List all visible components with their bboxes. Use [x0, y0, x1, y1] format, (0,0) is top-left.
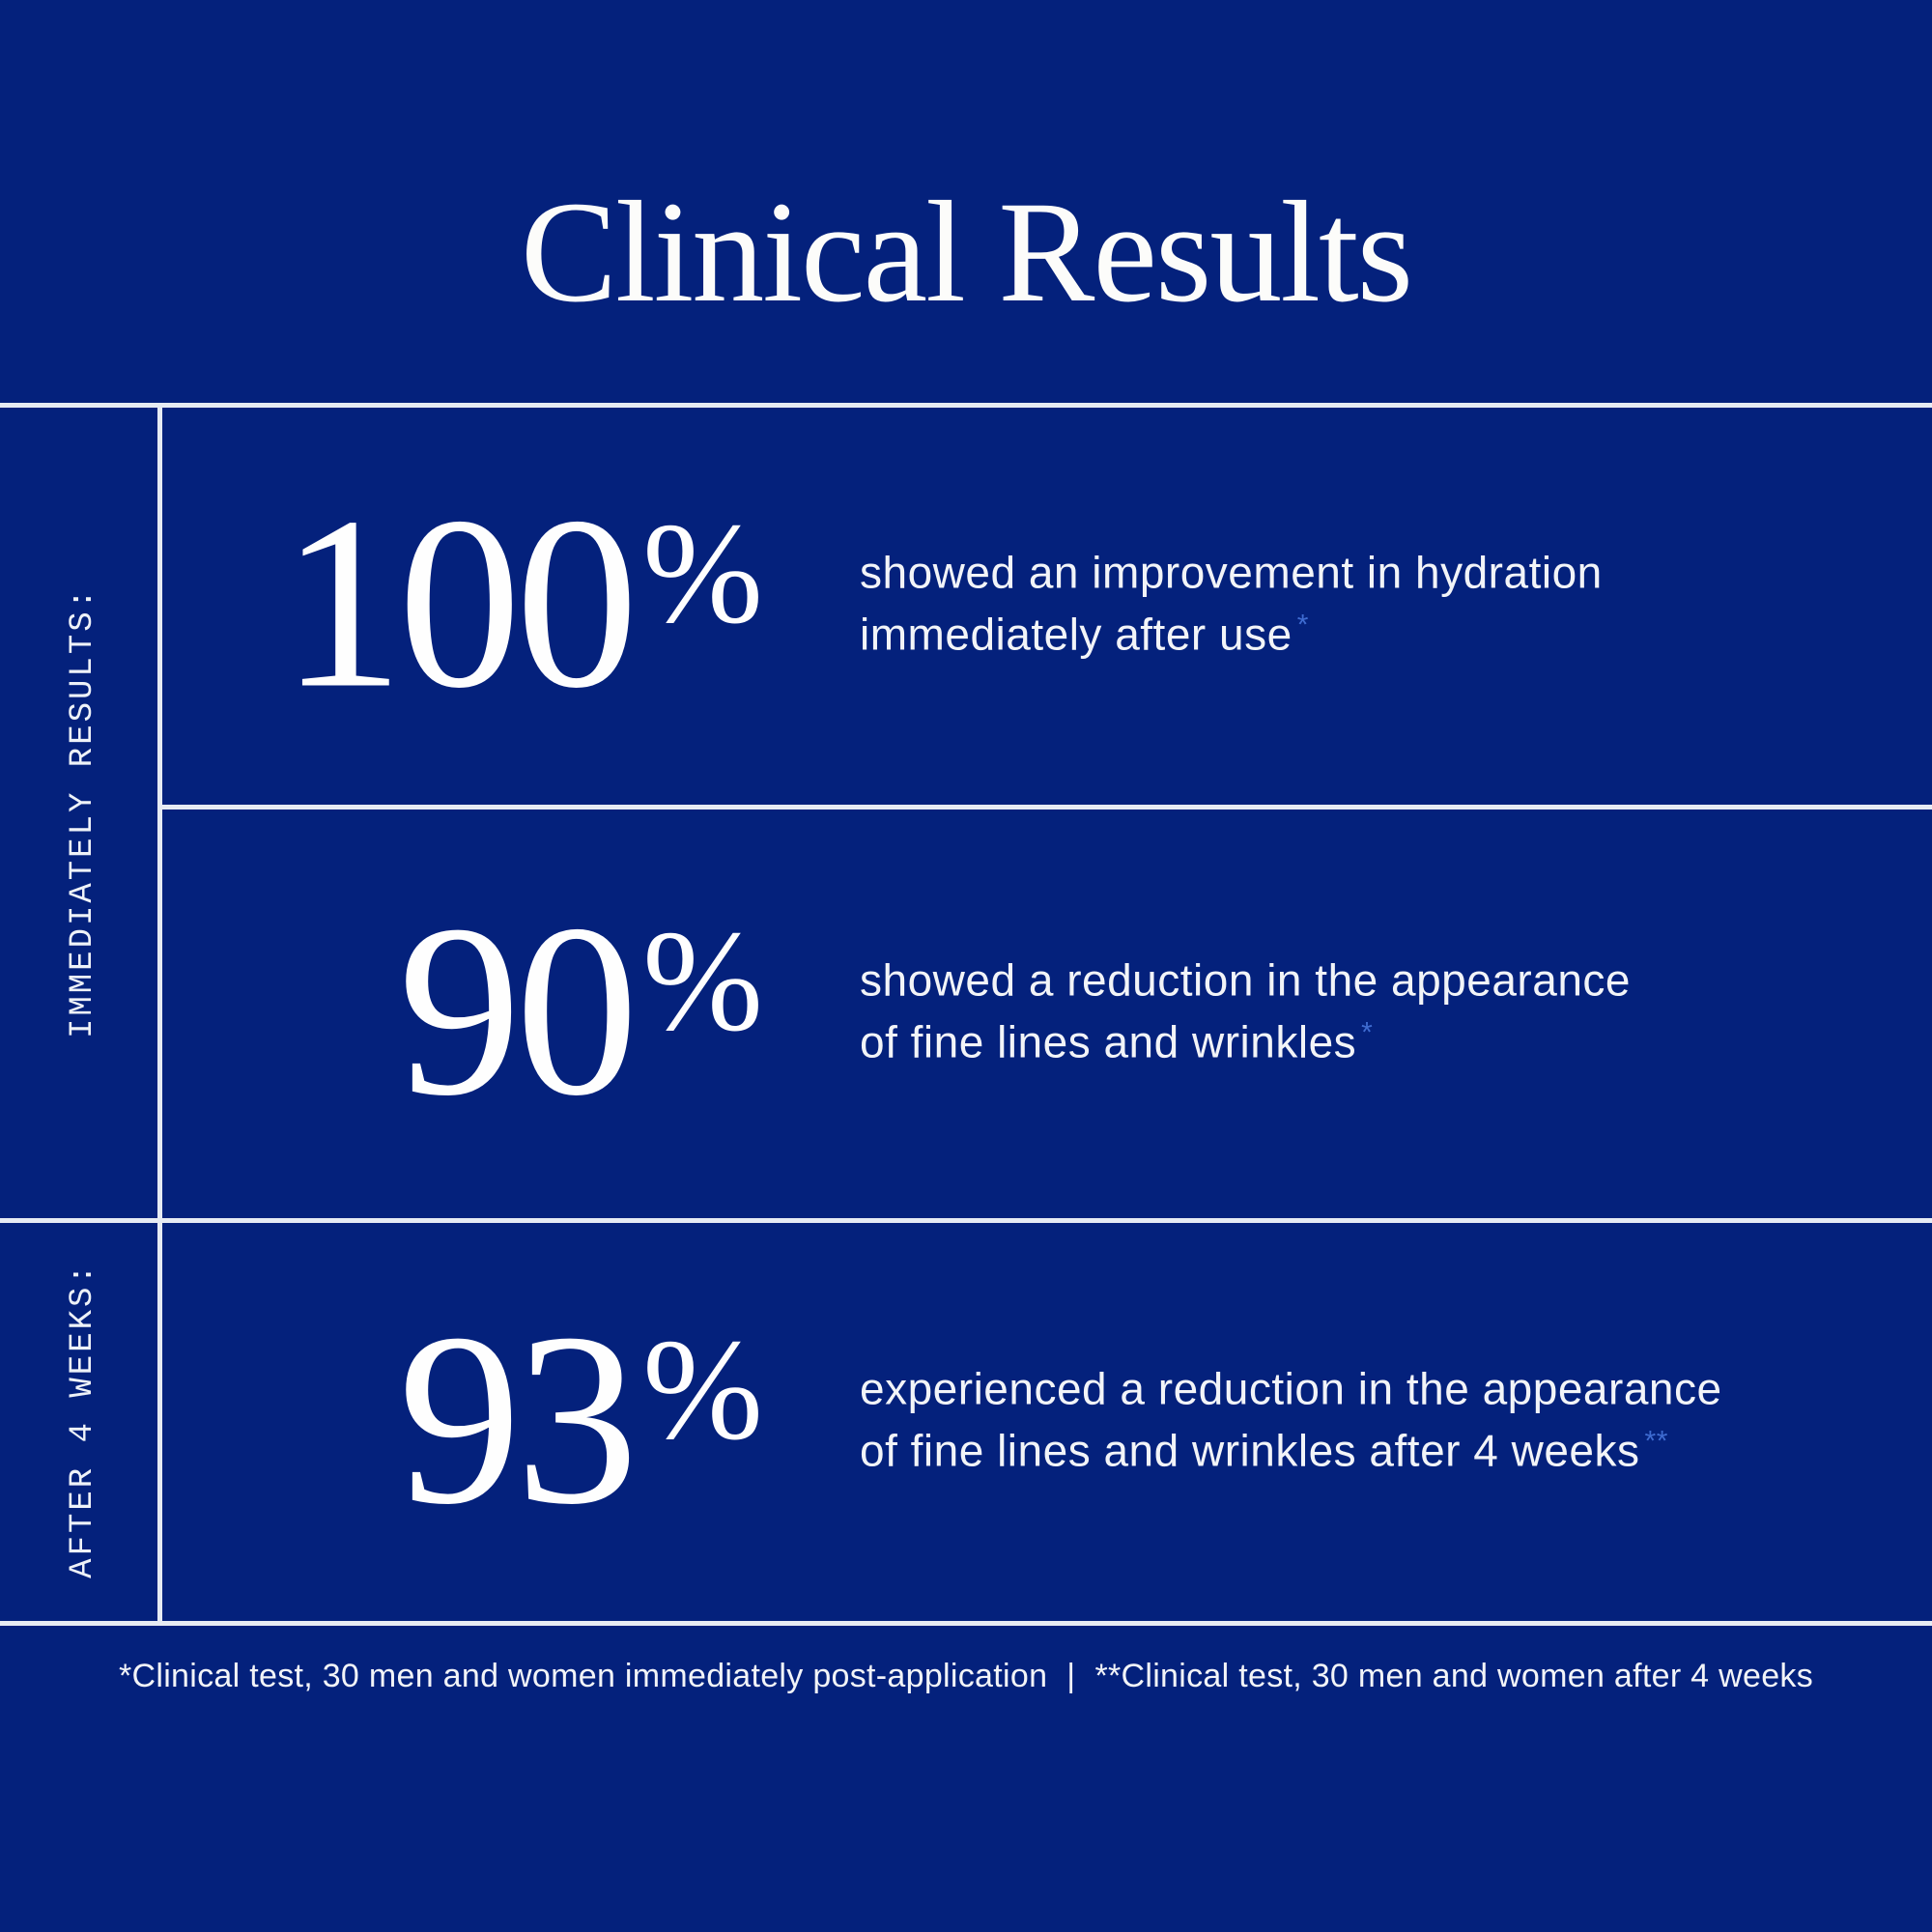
stat-description-line2-text: immediately after use [860, 610, 1293, 660]
stat-description-line1: experienced a reduction in the appearanc… [860, 1363, 1722, 1414]
stat-number: 93 [398, 1283, 639, 1555]
stat-description-line2: of fine lines and wrinkles * [860, 1011, 1631, 1073]
stat-value-hydration: 100% [159, 480, 763, 727]
stat-description-line2: of fine lines and wrinkles after 4 weeks… [860, 1420, 1722, 1482]
grid-line-between-row2-row3 [0, 1218, 1932, 1223]
stat-row-hydration: 100% showed an improvement in hydration … [0, 403, 1932, 805]
stat-row-fine-lines-4-weeks: 93% experienced a reduction in the appea… [0, 1218, 1932, 1621]
grid-line-top [0, 403, 1932, 408]
stat-number: 100 [280, 467, 639, 740]
stat-value-fine-lines-immediate: 90% [159, 888, 763, 1135]
stat-description-line2-text: of fine lines and wrinkles after 4 weeks [860, 1425, 1640, 1476]
footnote-after: **Clinical test, 30 men and women after … [1094, 1657, 1814, 1694]
footnotes: *Clinical test, 30 men and women immedia… [0, 1626, 1932, 1726]
percent-sign: % [642, 900, 763, 1062]
stat-description-hydration: showed an improvement in hydration immed… [860, 542, 1603, 667]
stat-description-line1: showed an improvement in hydration [860, 547, 1603, 598]
stat-value-fine-lines-4-weeks: 93% [159, 1296, 763, 1543]
stat-description-fine-lines-4-weeks: experienced a reduction in the appearanc… [860, 1357, 1722, 1482]
footnote-marker: * [1296, 609, 1309, 641]
page-title: Clinical Results [520, 172, 1413, 332]
stat-row-fine-lines-immediate: 90% showed a reduction in the appearance… [0, 805, 1932, 1218]
grid-line-bottom [0, 1621, 1932, 1626]
footnote-marker: ** [1644, 1425, 1668, 1458]
footnote-separator: | [1066, 1657, 1076, 1694]
stat-description-line2-text: of fine lines and wrinkles [860, 1017, 1357, 1067]
percent-sign: % [642, 493, 763, 654]
stat-description-fine-lines-immediate: showed a reduction in the appearance of … [860, 950, 1631, 1074]
footnote-immediate: *Clinical test, 30 men and women immedia… [118, 1657, 1048, 1694]
percent-sign: % [642, 1309, 763, 1469]
stat-number: 90 [398, 874, 639, 1148]
stat-description-line2: immediately after use * [860, 604, 1603, 666]
footnote-marker: * [1361, 1016, 1374, 1049]
grid-line-between-row1-row2 [159, 805, 1932, 810]
grid-line-vertical [157, 403, 162, 1626]
stat-description-line1: showed a reduction in the appearance [860, 954, 1632, 1006]
